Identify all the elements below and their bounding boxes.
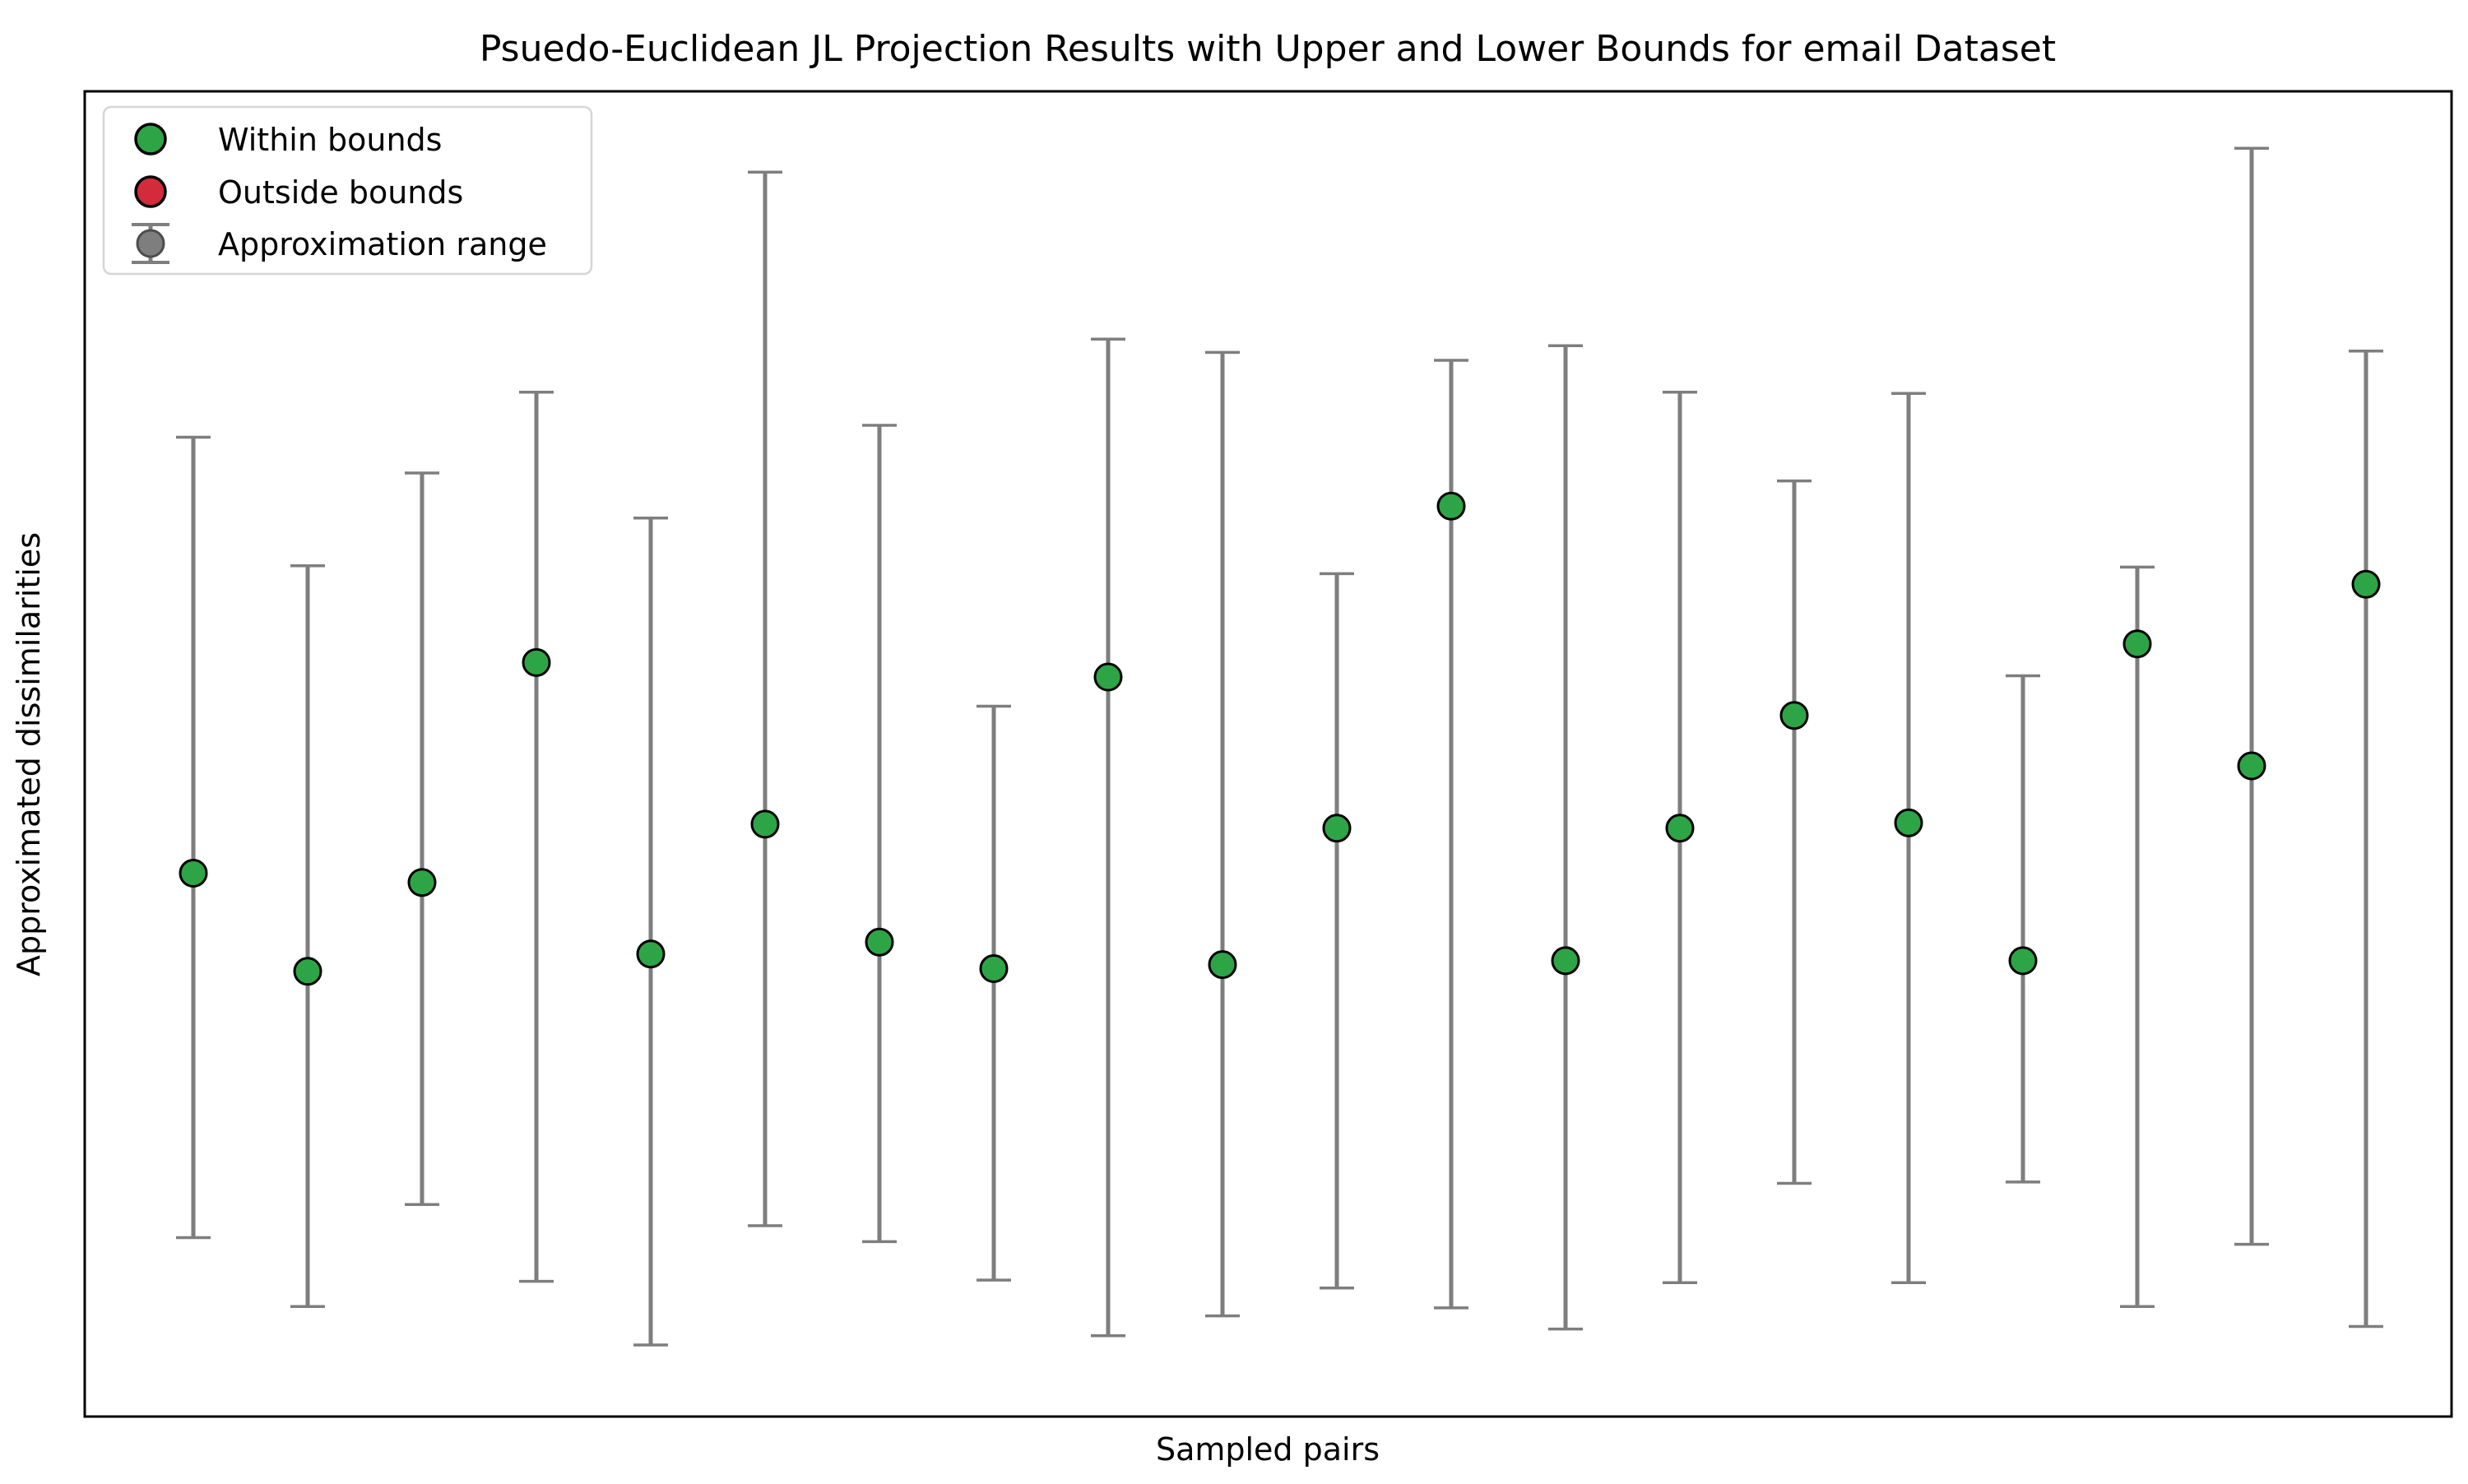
data-point-pair-2 <box>293 957 322 986</box>
error-bar-pair-20 <box>2349 350 2383 1329</box>
data-point-pair-13 <box>1551 946 1580 976</box>
legend-approximation-range-marker-icon <box>132 223 169 264</box>
error-bar-pair-16 <box>1891 392 1926 1285</box>
error-bar-pair-7 <box>862 424 897 1244</box>
error-bar-pair-11 <box>1320 572 1354 1290</box>
chart-title: Psuedo-Euclidean JL Projection Results w… <box>480 28 2056 70</box>
error-bar-pair-8 <box>977 704 1011 1282</box>
error-bar-pair-19 <box>2234 146 2269 1246</box>
legend-outside-bounds-label: Outside bounds <box>218 174 463 211</box>
data-point-pair-18 <box>2122 629 2152 659</box>
data-point-pair-17 <box>2008 946 2038 976</box>
data-point-pair-7 <box>865 927 894 957</box>
data-point-pair-14 <box>1665 814 1695 843</box>
data-point-pair-15 <box>1779 701 1809 730</box>
data-point-pair-9 <box>1093 662 1123 692</box>
error-bars-layer <box>176 146 2383 1347</box>
error-bar-pair-13 <box>1548 344 1583 1331</box>
data-point-pair-4 <box>522 647 551 677</box>
legend: Within bounds Outside bounds Approximati… <box>102 105 593 276</box>
error-bar-pair-9 <box>1091 337 1125 1338</box>
error-bar-pair-15 <box>1777 479 1812 1185</box>
y-axis-label: Approximated dissimilarities <box>11 532 47 976</box>
data-point-pair-20 <box>2351 569 2381 599</box>
error-bar-pair-5 <box>633 516 668 1347</box>
data-point-pair-5 <box>636 939 666 969</box>
error-bar-pair-4 <box>519 390 554 1283</box>
data-point-pair-8 <box>979 953 1009 983</box>
error-bar-pair-1 <box>176 435 211 1240</box>
data-point-pair-19 <box>2237 751 2266 781</box>
legend-within-bounds-marker-icon <box>134 123 167 155</box>
data-point-pair-12 <box>1436 491 1466 521</box>
error-bar-pair-17 <box>2006 674 2040 1184</box>
data-point-pair-6 <box>750 809 780 839</box>
data-point-pair-10 <box>1208 950 1237 980</box>
data-points-layer <box>179 491 2381 986</box>
data-point-pair-3 <box>407 868 437 897</box>
plot-border <box>83 90 2453 1418</box>
legend-box <box>102 105 593 276</box>
legend-within-bounds-label: Within bounds <box>218 122 442 158</box>
legend-outside-bounds-marker-icon <box>134 175 167 208</box>
data-point-pair-11 <box>1322 814 1352 843</box>
data-point-pair-16 <box>1894 808 1923 837</box>
error-bar-pair-2 <box>290 563 325 1309</box>
error-bar-pair-10 <box>1205 350 1240 1318</box>
error-bar-pair-6 <box>748 170 782 1227</box>
error-bar-pair-18 <box>2120 565 2155 1309</box>
x-axis-label: Sampled pairs <box>1156 1431 1380 1468</box>
data-point-pair-1 <box>179 858 208 888</box>
error-bar-pair-3 <box>405 471 439 1206</box>
legend-approximation-range-label: Approximation range <box>218 226 547 262</box>
